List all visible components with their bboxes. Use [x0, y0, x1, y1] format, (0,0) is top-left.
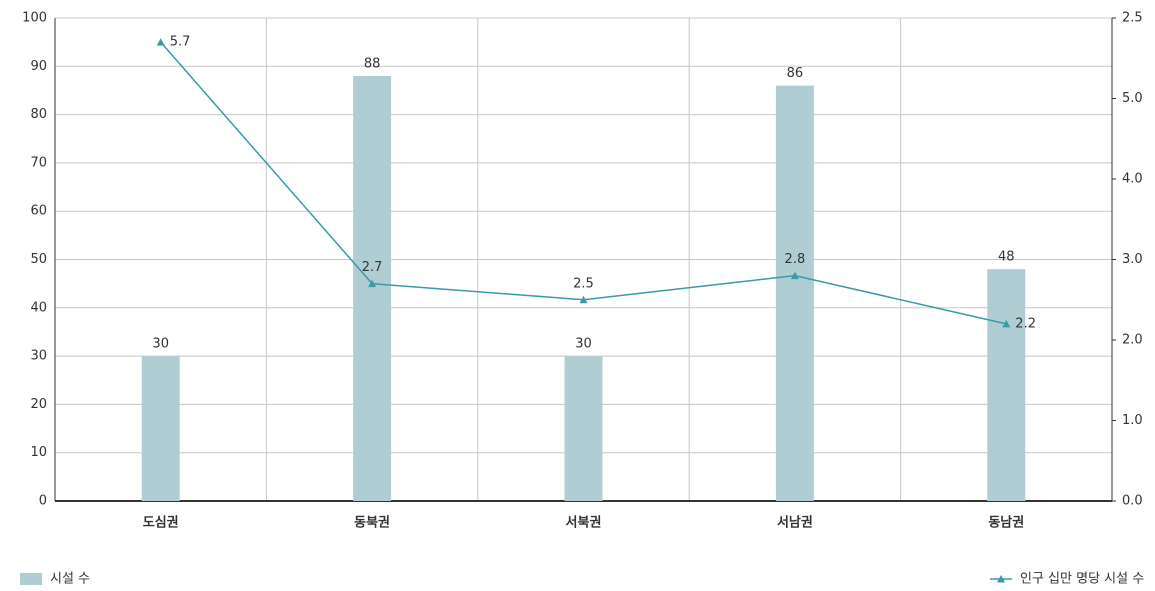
y2-tick-label: 2.5	[1122, 11, 1143, 26]
y-tick-label: 100	[22, 11, 47, 26]
line-marker	[579, 295, 588, 304]
bar-value-label: 30	[575, 337, 592, 352]
y-tick-label: 30	[30, 349, 47, 364]
x-tick-label: 동남권	[988, 515, 1024, 531]
line-value-label: 2.8	[785, 252, 806, 267]
x-tick-label: 서남권	[777, 515, 813, 531]
y2-tick-label: 3.0	[1122, 252, 1143, 267]
bar	[987, 269, 1026, 501]
bar	[353, 75, 392, 502]
y2-tick-label: 0.0	[1122, 494, 1143, 509]
line-marker	[368, 279, 377, 288]
bar	[775, 85, 814, 502]
legend-label: 시설 수	[50, 572, 90, 587]
line-marker	[156, 38, 165, 46]
line-value-label: 2.5	[573, 276, 594, 291]
line-value-label: 2.7	[362, 260, 383, 275]
line-marker	[1002, 319, 1011, 328]
x-tick-label: 도심권	[143, 515, 179, 531]
y-tick-label: 20	[30, 397, 47, 412]
y-tick-label: 50	[30, 252, 47, 267]
bar-value-label: 48	[998, 250, 1015, 265]
bar	[141, 356, 180, 501]
legend-marker	[997, 575, 1005, 583]
bar-value-label: 88	[364, 56, 381, 71]
legend-swatch	[20, 573, 42, 585]
y-tick-label: 70	[30, 155, 47, 170]
y-tick-label: 40	[30, 300, 47, 315]
x-tick-label: 서북권	[566, 516, 602, 531]
bar-value-label: 86	[787, 66, 804, 81]
y2-tick-label: 5.0	[1122, 91, 1143, 106]
y-tick-label: 90	[30, 59, 47, 74]
line-marker	[790, 271, 799, 280]
legend-label: 인구 십만 명당 시설 수	[1020, 572, 1144, 587]
y-tick-label: 0	[39, 494, 47, 509]
y-tick-label: 80	[30, 107, 47, 122]
bar	[564, 356, 603, 501]
x-tick-label: 동북권	[354, 516, 390, 531]
y2-tick-label: 4.0	[1122, 172, 1143, 187]
line-value-label: 2.2	[1015, 316, 1036, 331]
y-tick-label: 10	[30, 445, 47, 460]
bar-value-label: 30	[152, 337, 169, 352]
line-value-label: 5.7	[170, 35, 191, 50]
y-tick-label: 60	[30, 204, 47, 219]
y2-tick-label: 1.0	[1122, 413, 1143, 428]
y2-tick-label: 2.0	[1122, 333, 1143, 348]
